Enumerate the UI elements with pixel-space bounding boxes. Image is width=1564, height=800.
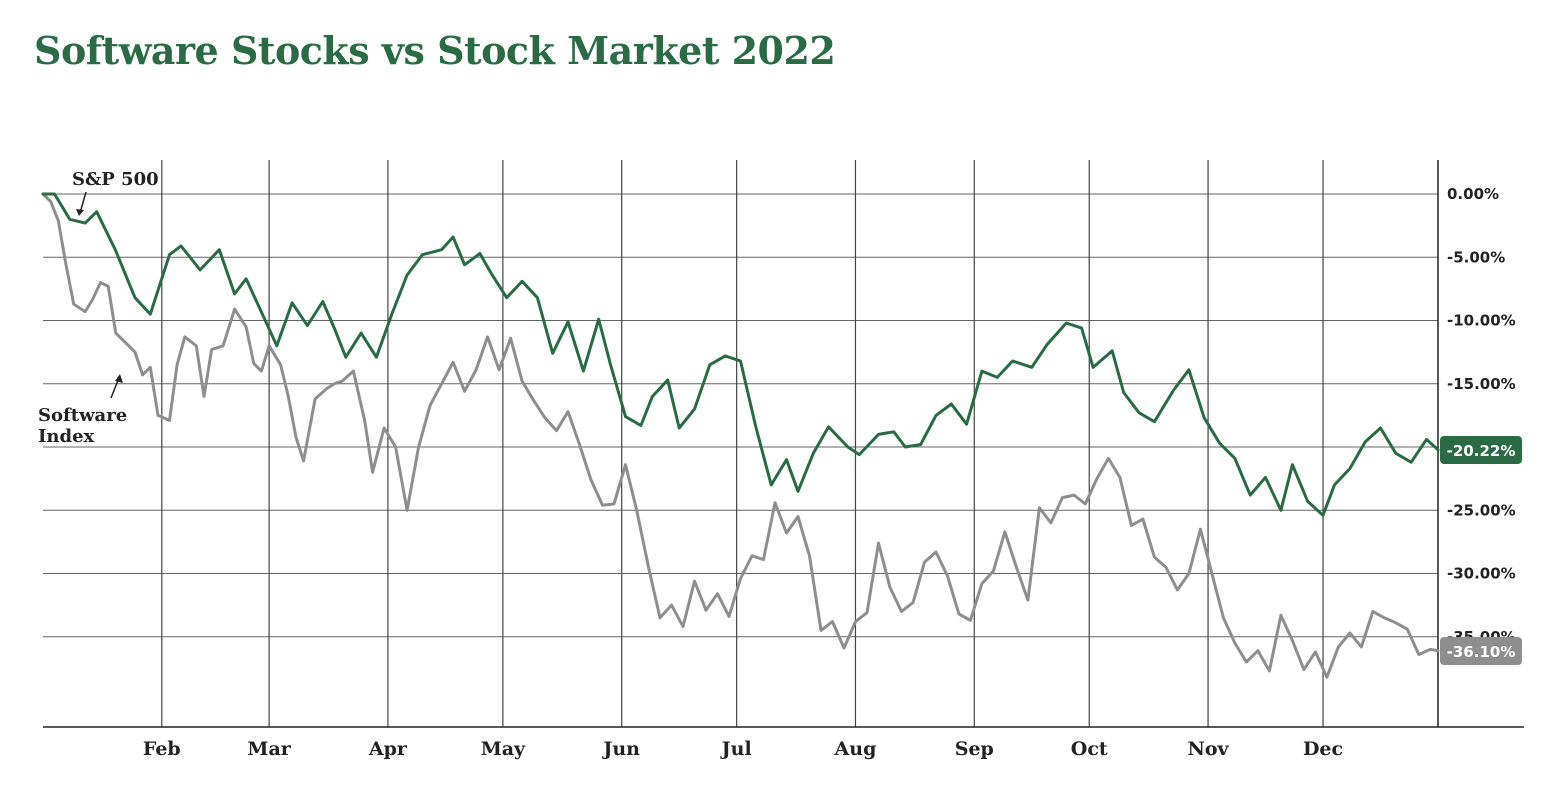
- y-tick-label: -5.00%: [1447, 248, 1505, 266]
- y-tick-label: -15.00%: [1447, 375, 1516, 393]
- x-tick-label: Apr: [368, 738, 408, 760]
- x-tick-label: Feb: [143, 738, 181, 760]
- software-arrowhead: [115, 374, 123, 383]
- sp500-annotation-arrow: [79, 191, 87, 214]
- sp500-annotation: S&P 500: [72, 169, 159, 190]
- sp500-line: [41, 192, 1440, 517]
- x-tick-label: Nov: [1188, 738, 1230, 760]
- x-tick-label: May: [481, 738, 526, 760]
- sp500-end-badge: -20.22%: [1440, 436, 1522, 464]
- x-tick-label: Jul: [720, 738, 752, 760]
- software-end-badge: -36.10%: [1440, 637, 1522, 665]
- software-annotation: Software Index: [38, 405, 133, 447]
- vertical-gridlines: [161, 160, 1324, 727]
- x-tick-label: Aug: [834, 738, 877, 760]
- x-tick-label: Oct: [1071, 738, 1108, 760]
- sp500-arrowhead: [76, 209, 84, 216]
- y-tick-label: 0.00%: [1447, 185, 1499, 203]
- software-index-line: [41, 192, 1440, 679]
- horizontal-gridlines: [43, 193, 1438, 638]
- software-end-label: -36.10%: [1447, 643, 1516, 661]
- series-layer: [41, 192, 1440, 679]
- x-tick-label: Mar: [247, 738, 291, 760]
- x-tick-label: Jun: [601, 738, 640, 760]
- y-tick-label: -30.00%: [1447, 565, 1516, 583]
- x-tick-label: Dec: [1303, 738, 1343, 760]
- x-axis-ticks: Feb Mar Apr May Jun Jul Aug Sep Oct Nov Dec: [143, 738, 1343, 760]
- sp500-end-label: -20.22%: [1447, 442, 1516, 460]
- y-axis-ticks: 0.00%-5.00%-10.00%-15.00%-20.00%-25.00%-…: [1447, 185, 1516, 646]
- chart-title: Software Stocks vs Stock Market 2022: [34, 28, 836, 73]
- x-tick-label: Sep: [955, 738, 994, 760]
- y-tick-label: -25.00%: [1447, 501, 1516, 519]
- y-tick-label: -10.00%: [1447, 312, 1516, 330]
